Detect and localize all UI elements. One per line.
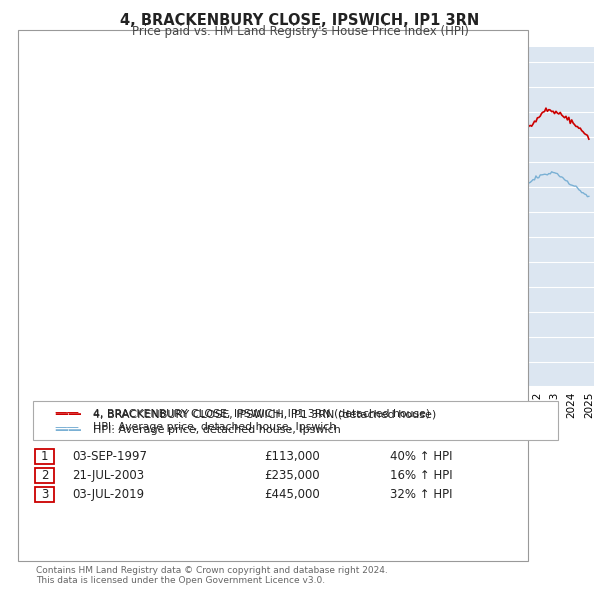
Text: 1: 1 <box>116 61 124 75</box>
Text: 1: 1 <box>41 450 48 463</box>
Text: 4, BRACKENBURY CLOSE, IPSWICH, IP1 3RN: 4, BRACKENBURY CLOSE, IPSWICH, IP1 3RN <box>121 13 479 28</box>
Text: 03-SEP-1997: 03-SEP-1997 <box>72 450 147 463</box>
Text: 2: 2 <box>41 469 48 482</box>
Text: Contains HM Land Registry data © Crown copyright and database right 2024.: Contains HM Land Registry data © Crown c… <box>36 566 388 575</box>
Text: HPI: Average price, detached house, Ipswich: HPI: Average price, detached house, Ipsw… <box>93 425 341 434</box>
Text: £113,000: £113,000 <box>264 450 320 463</box>
Text: 03-JUL-2019: 03-JUL-2019 <box>72 488 144 501</box>
Text: HPI: Average price, detached house, Ipswich: HPI: Average price, detached house, Ipsw… <box>93 422 336 432</box>
Text: 40% ↑ HPI: 40% ↑ HPI <box>390 450 452 463</box>
Text: £235,000: £235,000 <box>264 469 320 482</box>
Text: 4, BRACKENBURY CLOSE, IPSWICH, IP1 3RN (detached house): 4, BRACKENBURY CLOSE, IPSWICH, IP1 3RN (… <box>93 409 436 419</box>
Text: 4, BRACKENBURY CLOSE, IPSWICH, IP1 3RN (detached house): 4, BRACKENBURY CLOSE, IPSWICH, IP1 3RN (… <box>93 408 430 418</box>
Text: £445,000: £445,000 <box>264 488 320 501</box>
Text: 21-JUL-2003: 21-JUL-2003 <box>72 469 144 482</box>
Text: 3: 3 <box>491 61 498 75</box>
Text: 32% ↑ HPI: 32% ↑ HPI <box>390 488 452 501</box>
Text: 3: 3 <box>41 488 48 501</box>
Text: This data is licensed under the Open Government Licence v3.0.: This data is licensed under the Open Gov… <box>36 576 325 585</box>
Text: ——: —— <box>54 421 79 434</box>
Text: ——: —— <box>54 407 82 421</box>
Text: ——: —— <box>54 407 79 419</box>
Text: 16% ↑ HPI: 16% ↑ HPI <box>390 469 452 482</box>
Text: ——: —— <box>54 422 82 437</box>
Text: 2: 2 <box>217 61 224 75</box>
Text: Price paid vs. HM Land Registry's House Price Index (HPI): Price paid vs. HM Land Registry's House … <box>131 25 469 38</box>
